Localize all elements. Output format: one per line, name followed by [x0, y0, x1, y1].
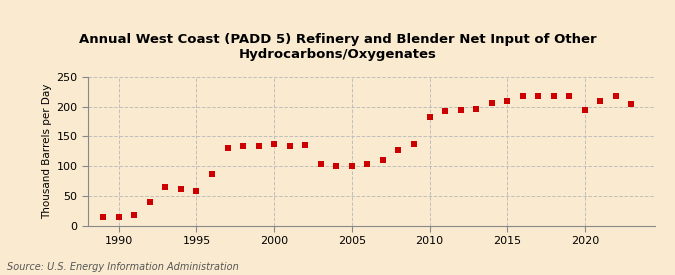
- Point: [362, 161, 373, 166]
- Point: [253, 144, 264, 149]
- Point: [222, 146, 233, 150]
- Text: Source: U.S. Energy Information Administration: Source: U.S. Energy Information Administ…: [7, 262, 238, 272]
- Point: [238, 144, 248, 149]
- Point: [626, 101, 637, 106]
- Point: [548, 94, 559, 98]
- Point: [191, 189, 202, 193]
- Point: [315, 161, 326, 166]
- Y-axis label: Thousand Barrels per Day: Thousand Barrels per Day: [42, 84, 52, 219]
- Point: [502, 98, 512, 103]
- Point: [470, 107, 481, 111]
- Point: [129, 213, 140, 217]
- Point: [377, 158, 388, 162]
- Point: [269, 142, 279, 146]
- Point: [595, 98, 605, 103]
- Point: [98, 215, 109, 219]
- Point: [393, 148, 404, 152]
- Point: [424, 115, 435, 119]
- Point: [564, 94, 574, 98]
- Point: [207, 172, 217, 177]
- Text: Annual West Coast (PADD 5) Refinery and Blender Net Input of Other
Hydrocarbons/: Annual West Coast (PADD 5) Refinery and …: [79, 33, 596, 61]
- Point: [439, 109, 450, 114]
- Point: [408, 141, 419, 146]
- Point: [455, 108, 466, 112]
- Point: [579, 108, 590, 112]
- Point: [144, 200, 155, 204]
- Point: [176, 186, 186, 191]
- Point: [517, 94, 528, 98]
- Point: [533, 94, 543, 98]
- Point: [300, 142, 310, 147]
- Point: [160, 185, 171, 189]
- Point: [284, 144, 295, 149]
- Point: [113, 215, 124, 219]
- Point: [610, 94, 621, 98]
- Point: [331, 164, 342, 168]
- Point: [486, 100, 497, 105]
- Point: [346, 163, 357, 168]
